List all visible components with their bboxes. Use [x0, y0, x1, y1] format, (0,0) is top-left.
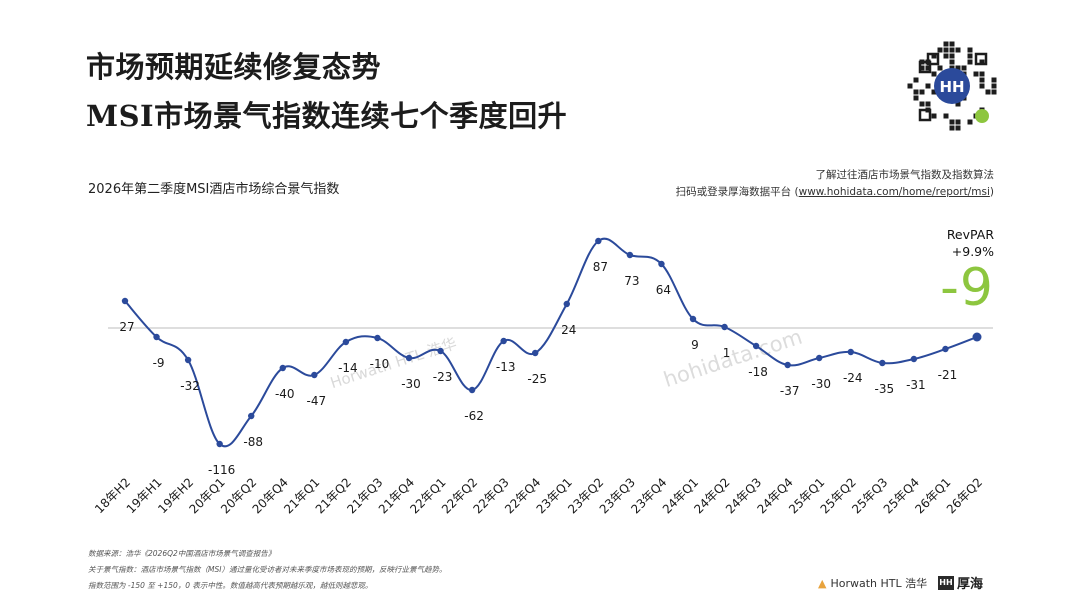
data-point-23年Q4: [658, 260, 665, 268]
note-line2-prefix: 扫码或登录厚海数据平台 (: [675, 186, 799, 198]
data-label-22年Q1: -23: [433, 370, 453, 384]
data-point-22年Q3: [500, 337, 507, 345]
note-line1: 了解过往酒店市场景气指数及指数算法: [815, 169, 995, 181]
data-point-20年Q2: [248, 412, 255, 420]
page-title-line1: 市场预期延续修复态势: [86, 50, 382, 84]
data-label-21年Q2: -14: [338, 361, 358, 375]
data-label-23年Q3: 73: [624, 274, 639, 288]
data-label-24年Q2: 1: [723, 346, 731, 360]
qr-code-icon[interactable]: HH: [906, 40, 998, 132]
data-point-22年Q2: [468, 386, 476, 394]
data-point-21年Q1: [311, 371, 318, 379]
data-label-21年Q3: -10: [370, 357, 390, 371]
hohi-logo: HH 厚海: [938, 573, 983, 592]
data-point-25年Q1: [816, 354, 823, 362]
data-label-22年Q2: -62: [464, 409, 484, 423]
data-label-22年Q3: -13: [496, 360, 516, 374]
data-label-20年Q1: -116: [208, 463, 235, 477]
data-point-21年Q2: [342, 338, 350, 346]
page-title-line2: MSI市场景气指数连续七个季度回升: [86, 99, 568, 133]
data-point-22年Q4: [532, 349, 539, 357]
data-point-19年H2: [184, 356, 192, 364]
data-label-23年Q4: 64: [656, 283, 671, 297]
data-point-25年Q3: [879, 359, 886, 367]
data-label-22年Q4: -25: [527, 372, 547, 386]
chart-title: 2026年第二季度MSI酒店市场综合景气指数: [88, 182, 340, 197]
data-label-25年Q3: -35: [875, 382, 895, 396]
horwath-logo: ▲ Horwath HTL 浩华: [818, 575, 927, 591]
msi-series-line: [124, 237, 978, 448]
data-point-24年Q3: [752, 342, 760, 350]
data-label-26年Q1: -21: [938, 368, 958, 382]
footer-range: 指数范围为 -150 至 +150，0 表示中性。数值越高代表预期越乐观，越低则…: [88, 581, 373, 590]
data-point-25年Q2: [847, 348, 854, 356]
data-label-19年H1: -9: [153, 356, 165, 370]
current-msi-value: -9: [940, 258, 994, 318]
report-link[interactable]: www.hohidata.com/home/report/msi: [798, 186, 990, 198]
revpar-label: RevPAR: [946, 227, 994, 242]
hohi-logo-text: 厚海: [957, 577, 984, 592]
data-point-23年Q1: [563, 300, 570, 308]
data-label-25年Q2: -24: [843, 371, 863, 385]
data-point-19年H1: [153, 333, 160, 341]
data-point-23年Q3: [626, 251, 634, 259]
data-point-21年Q3: [374, 334, 381, 342]
data-label-21年Q4: -30: [401, 377, 421, 391]
note-line2-suffix: ): [989, 186, 994, 198]
data-label-20年Q2: -88: [243, 435, 263, 449]
data-label-20年Q4: -40: [275, 387, 295, 401]
data-point-24年Q1: [689, 315, 697, 323]
data-label-21年Q1: -47: [307, 394, 327, 408]
x-tick-label-26年Q2: 26年Q2: [944, 475, 985, 516]
data-point-24年Q4: [784, 361, 791, 369]
data-label-23年Q2: 87: [593, 260, 608, 274]
data-point-23年Q2: [595, 237, 602, 245]
data-point-26年Q1: [942, 345, 949, 353]
data-point-25年Q4: [910, 355, 918, 363]
horwath-mark-icon: ▲: [818, 576, 827, 590]
data-label-25年Q1: -30: [811, 377, 831, 391]
data-label-18年H2: 27: [119, 320, 134, 334]
data-label-24年Q4: -37: [780, 384, 800, 398]
data-point-21年Q4: [405, 354, 413, 362]
data-label-23年Q1: 24: [561, 323, 576, 337]
data-point-22年Q1: [437, 347, 444, 355]
note-line2: 扫码或登录厚海数据平台 (www.hohidata.com/home/repor…: [676, 184, 994, 199]
hohi-logo-mark: HH: [938, 575, 954, 590]
data-label-19年H2: -32: [180, 379, 200, 393]
revpar-value: +9.9%: [951, 244, 994, 259]
data-point-24年Q2: [721, 323, 728, 331]
svg-text:HH: HH: [939, 78, 964, 96]
data-point-18年H2: [121, 297, 129, 305]
data-label-24年Q1: 9: [691, 338, 699, 352]
data-point-26年Q2: [972, 332, 982, 342]
footer-definition: 关于景气指数：酒店市场景气指数（MSI）通过量化受访者对未来季度市场表现的预期，…: [88, 565, 447, 574]
watermark-hohi: hohidata.com: [661, 325, 806, 392]
footer-source: 数据来源：浩华《2026Q2中国酒店市场景气调查报告》: [88, 549, 276, 558]
data-label-25年Q4: -31: [906, 378, 926, 392]
data-label-24年Q3: -18: [748, 365, 768, 379]
data-point-20年Q1: [216, 440, 223, 448]
horwath-logo-text: Horwath HTL 浩华: [830, 577, 928, 590]
data-point-20年Q4: [279, 364, 286, 372]
